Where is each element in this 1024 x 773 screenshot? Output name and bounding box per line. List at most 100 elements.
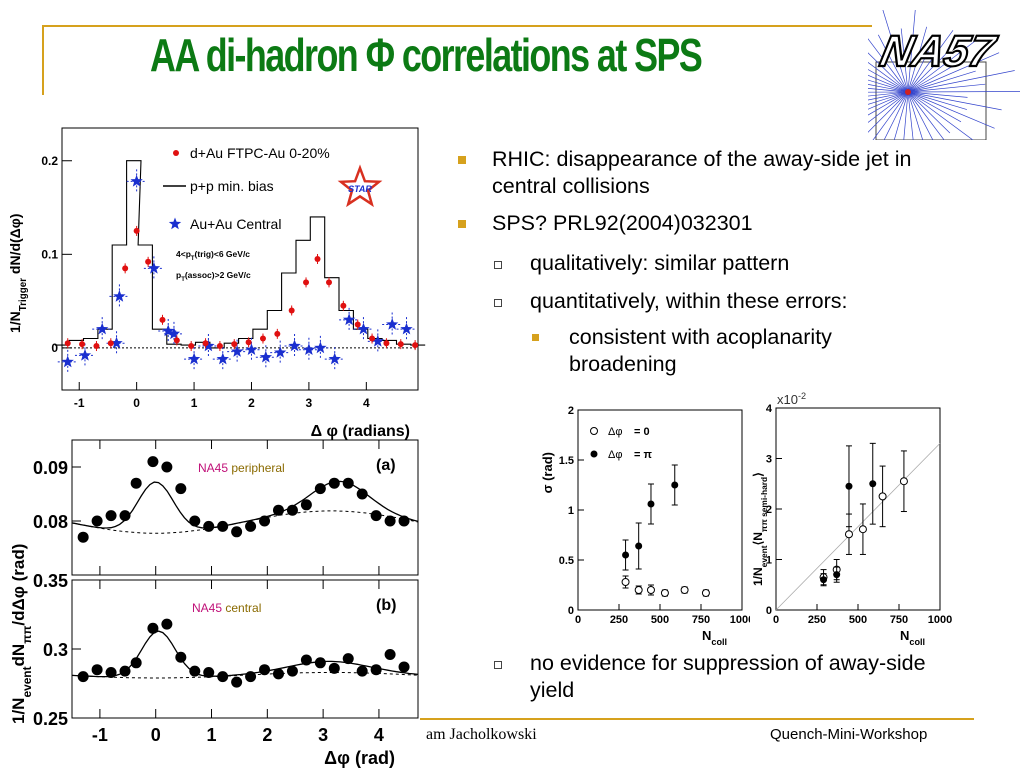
- data-point: [189, 665, 201, 677]
- x-tick-label: -1: [74, 396, 85, 410]
- footer-event: Quench-Mini-Workshop: [770, 726, 928, 743]
- filled-point: [647, 500, 655, 508]
- x-tick-label: 250: [808, 614, 826, 626]
- logo-ray: [907, 91, 951, 134]
- logo-ray: [907, 83, 986, 93]
- y-tick-label: 0.2: [41, 154, 58, 168]
- data-point: [161, 618, 173, 630]
- y-tick-label: 0: [766, 605, 772, 617]
- dau-point: [231, 341, 238, 348]
- na45-correlation-chart: 0.08 0.09 (a) NA45 peripheral 0.25 0.3 0.35 (b)…: [0, 432, 440, 768]
- axis-scale-label-part: -2: [798, 391, 806, 401]
- auau-point: [110, 336, 123, 349]
- dau-point: [397, 341, 404, 348]
- y-tick-label: 1: [568, 505, 574, 517]
- y-axis-label-part: ππ semi-hard: [759, 477, 769, 532]
- auau-point: [167, 327, 181, 340]
- y-tick-label: 0: [568, 605, 574, 617]
- dau-point: [383, 340, 390, 347]
- x-tick-label: 4: [374, 725, 384, 745]
- open-point: [680, 586, 689, 594]
- logo-ray: [907, 91, 968, 110]
- logo-ray: [877, 34, 909, 93]
- filled-point: [635, 542, 643, 550]
- logo-ray: [907, 50, 929, 93]
- y-tick-label: 0: [51, 341, 58, 355]
- auau-point: [274, 346, 287, 358]
- logo-ray: [907, 70, 1015, 93]
- logo-ray: [907, 91, 1002, 111]
- data-point: [161, 461, 173, 473]
- data-point: [300, 654, 312, 666]
- x-tick-label: 2: [262, 725, 272, 745]
- auau-point: [288, 339, 301, 352]
- data-point: [91, 515, 103, 527]
- x-axis-label-part: N: [702, 628, 711, 643]
- panel-label-experiment: NA45: [198, 461, 231, 475]
- logo-vertex: [905, 89, 911, 95]
- auau-point: [130, 174, 143, 187]
- panel-label-experiment: NA45: [192, 601, 225, 615]
- dau-point: [303, 279, 310, 286]
- plot-frame: [775, 407, 941, 611]
- cut-assoc: pT(assoc)>2 GeV/c: [176, 270, 251, 283]
- x-axis-label-part: coll: [711, 637, 727, 647]
- data-point: [130, 657, 142, 669]
- axis-scale-label-part: x10: [777, 392, 798, 407]
- bullet-text: SPS? PRL92(2004)032301: [492, 211, 753, 235]
- x-tick-label: 3: [318, 725, 328, 745]
- dau-point: [216, 343, 223, 350]
- legend-value-1: = 0: [634, 426, 650, 438]
- logo-ray: [907, 91, 995, 129]
- legend-value-2: = π: [634, 449, 652, 461]
- auau-point: [302, 343, 316, 355]
- bullet-1: RHIC: disappearance of the away-side jet…: [458, 146, 978, 200]
- y-tick-label: 0.08: [33, 512, 68, 532]
- data-point: [272, 504, 284, 516]
- data-point: [175, 483, 187, 495]
- logo-ray: [867, 91, 909, 173]
- dau-point: [188, 343, 195, 350]
- data-point: [189, 515, 201, 527]
- y-tick-label: 0.09: [33, 458, 68, 478]
- logo-ray: [907, 91, 981, 146]
- y-axis-label: 1/NTrigger dN/d(Δφ): [7, 214, 29, 333]
- data-point: [217, 671, 229, 683]
- dau-point: [133, 227, 140, 234]
- bullet-marker: [458, 220, 466, 228]
- data-point: [300, 499, 312, 511]
- data-point: [203, 666, 215, 678]
- panel-tag: (a): [376, 457, 396, 474]
- y-tick-label: 0.35: [33, 571, 68, 591]
- auau-point: [386, 318, 399, 330]
- star-logo-icon: [337, 164, 383, 208]
- y-tick-label: 2: [766, 504, 772, 516]
- bullet-text: RHIC: disappearance of the away-side jet…: [492, 147, 912, 198]
- x-tick-label: 0: [773, 614, 779, 626]
- x-tick-label: 1000: [928, 614, 952, 626]
- cut-trigger-part: T: [191, 256, 195, 262]
- logo-ray: [907, 30, 954, 93]
- cut-trigger-part: (trig)<6 GeV/c: [195, 249, 251, 259]
- sigma-vs-ncoll-chart: 0 250 500 750 1000 0 0.5 1 1.5 2 Δφ = 0 Δφ = π σ (rad)…: [530, 392, 754, 654]
- cut-trigger: 4<pT(trig)<6 GeV/c: [176, 249, 250, 262]
- x-tick-label: 0: [151, 725, 161, 745]
- data-point: [91, 664, 103, 676]
- legend-dphi-2: Δφ: [608, 449, 622, 461]
- y-tick-label: 1.5: [559, 455, 574, 467]
- dau-point: [354, 321, 361, 328]
- bullet-text: quantitatively, within these errors:: [530, 289, 848, 313]
- dau-point: [107, 340, 114, 347]
- x-axis-label: Δ φ (radians): [311, 423, 410, 440]
- bullet-text: qualitatively: similar pattern: [530, 251, 790, 275]
- open-point: [621, 578, 630, 586]
- x-tick-label: 500: [849, 614, 867, 626]
- open-point: [660, 589, 669, 597]
- bullet-marker: [458, 156, 466, 164]
- legend-filled-marker: [590, 450, 598, 458]
- auau-point: [357, 322, 370, 335]
- logo-ray: [907, 60, 963, 93]
- y-tick-label: 2: [568, 405, 574, 417]
- auau-point: [245, 343, 258, 355]
- cut-assoc-part: (assoc)>2 GeV/c: [185, 270, 251, 280]
